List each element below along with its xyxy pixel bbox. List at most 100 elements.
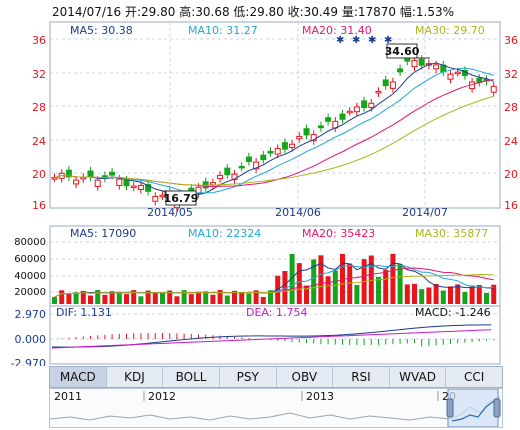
indicator-tabs: MACD KDJ BOLL PSY OBV RSI WVAD CCI (49, 366, 503, 388)
chart-area: MA5: 30.38 MA10: 31.27 MA20: 31.40 MA30:… (11, 21, 518, 366)
volume-bar (174, 296, 180, 304)
y-tick: 36 (32, 34, 46, 47)
volume-bar (404, 284, 410, 304)
candle-body (209, 182, 216, 186)
volume-bar (224, 295, 230, 304)
macd-value-label: MACD: -1.246 (415, 306, 491, 319)
candle-body (145, 184, 152, 192)
tab-cci[interactable]: CCI (464, 370, 485, 384)
volume-bar (390, 253, 396, 304)
volume-bar (167, 290, 173, 304)
candle-body (281, 142, 288, 150)
candle-body (245, 156, 252, 163)
candle-body (339, 113, 346, 120)
volume-bar (368, 255, 374, 304)
y-tick: 36 (504, 34, 518, 47)
high-marker: 34.60 (385, 43, 430, 59)
volume-moving-averages (54, 262, 494, 298)
y-tick: 20000 (14, 287, 46, 298)
candle-body (310, 134, 317, 142)
candle-body (231, 173, 238, 181)
volume-bar (52, 297, 57, 304)
candle-body (303, 128, 310, 136)
candle-body (368, 102, 375, 108)
low-value: 16.79 (164, 192, 199, 205)
candle-body (267, 151, 274, 154)
volume-bar (66, 293, 72, 304)
tab-kdj[interactable]: KDJ (107, 367, 164, 387)
candle-body (224, 167, 231, 176)
macd-histogram (61, 333, 495, 347)
price-ma30-label: MA30: 29.70 (415, 24, 485, 37)
volume-bar (325, 276, 331, 304)
candle-body (397, 68, 404, 73)
high-value: 34.60 (385, 45, 420, 58)
candle-body (188, 187, 195, 191)
navigator-left-handle[interactable] (446, 398, 454, 418)
candle-body (253, 161, 260, 170)
ma-line (54, 62, 494, 198)
navigator-year: 2012 (148, 390, 176, 403)
volume-bar (289, 253, 295, 304)
candle-body (289, 143, 296, 148)
volume-bar (448, 286, 453, 304)
volume-bar (138, 296, 144, 304)
candle-body (433, 64, 440, 70)
candle-body (274, 148, 281, 155)
volume-ma30-label: MA30: 35877 (415, 227, 488, 240)
x-tick: 2014/06 (275, 206, 321, 219)
candle-body (51, 177, 58, 180)
volume-bar (440, 290, 446, 304)
macd-y-axis: 2.970 0.000 -2.970 (11, 308, 46, 366)
price-y-axis-right: 36 32 28 24 20 16 (504, 34, 518, 212)
y-tick: 0.000 (15, 333, 47, 346)
y-tick: 28 (32, 101, 46, 114)
volume-bar (484, 292, 489, 304)
candle-body (454, 71, 461, 75)
candle-body (195, 186, 202, 194)
navigator-window[interactable] (447, 388, 499, 428)
candle-body (137, 184, 144, 191)
volume-bar (476, 284, 482, 304)
volume-bar (131, 290, 137, 304)
time-navigator[interactable]: 2011 2012 2013 20 (49, 388, 503, 428)
volume-ma10-label: MA10: 22324 (188, 227, 261, 240)
candle-body (382, 79, 389, 87)
volume-bar (296, 263, 302, 304)
y-tick: 80000 (14, 237, 46, 248)
candle-body (404, 58, 411, 62)
navigator-year: 2013 (306, 390, 334, 403)
tab-obv[interactable]: OBV (277, 367, 334, 387)
candle-body (152, 195, 159, 202)
navigator-right-handle[interactable] (493, 398, 501, 418)
candle-body (296, 135, 303, 140)
volume-y-axis: 80000 60000 40000 20000 (14, 237, 46, 298)
tab-macd[interactable]: MACD (50, 367, 107, 387)
volume-bar (59, 290, 65, 304)
y-tick: 20 (32, 168, 46, 181)
y-tick: 24 (504, 135, 518, 148)
volume-bar (160, 292, 165, 304)
event-markers: ✱ ✱ ✱ ✱ (336, 35, 392, 46)
price-ma5-label: MA5: 30.38 (70, 24, 133, 37)
candle-body (389, 81, 396, 89)
volume-bar (116, 291, 122, 304)
tab-boll[interactable]: BOLL (163, 367, 220, 387)
tab-psy[interactable]: PSY (220, 367, 277, 387)
navigator-line (49, 396, 501, 421)
volume-bar (210, 294, 216, 304)
candle-body (490, 85, 497, 93)
volume-bar (340, 253, 345, 304)
macd-dea-label: DEA: 1.754 (246, 306, 307, 319)
y-tick: 60000 (14, 254, 46, 265)
y-tick: 16 (32, 199, 46, 212)
volume-bar (80, 290, 86, 304)
tab-wvad[interactable]: WVAD (390, 367, 447, 387)
tab-rsi[interactable]: RSI (333, 367, 390, 387)
candle-body (317, 125, 324, 129)
candle-body (109, 171, 116, 176)
volume-bar (397, 263, 403, 304)
macd-dif-label: DIF: 1.131 (56, 306, 112, 319)
volume-bar (318, 255, 324, 304)
candle-body (411, 59, 418, 68)
